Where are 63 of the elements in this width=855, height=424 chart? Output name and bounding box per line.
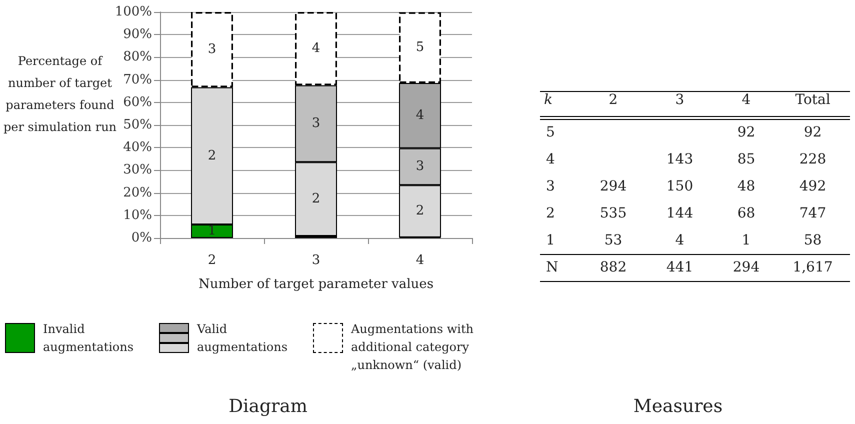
series-label: 4 <box>416 108 424 124</box>
y-tick-label: 3 <box>546 178 555 194</box>
y-tick-label: N <box>546 260 558 276</box>
y-tick-label: 70% <box>123 72 152 88</box>
data-label: 1,617 <box>792 260 833 276</box>
series-label: 5 <box>416 40 424 56</box>
x-tick-label: 4 <box>742 92 751 108</box>
x-tick-label: 4 <box>416 253 424 268</box>
series-label: 2 <box>208 148 216 164</box>
y-tick-label: 20% <box>123 185 152 200</box>
data-label: 882 <box>600 260 627 276</box>
y-tick-label: 2 <box>546 206 555 222</box>
data-label: 58 <box>804 232 822 248</box>
data-label: 294 <box>732 260 760 276</box>
data-label: 85 <box>737 152 756 168</box>
y-axis-title: k <box>544 92 552 108</box>
category-label: 2 <box>312 192 320 207</box>
data-label: 294 <box>600 178 627 194</box>
y-tick-label: 10% <box>123 208 152 223</box>
data-label: 53 <box>604 232 622 248</box>
data-label: 143 <box>666 152 694 168</box>
data-label: 150 <box>666 178 694 194</box>
data-label: 4 <box>675 232 684 248</box>
data-label: 492 <box>799 178 826 194</box>
text: Valid augmentations <box>197 321 289 356</box>
data-label: 535 <box>600 206 627 222</box>
y-tick-label: 80% <box>123 50 152 65</box>
data-label: 68 <box>737 206 756 222</box>
series-label: 3 <box>416 159 424 174</box>
y-tick-label: 0% <box>131 230 152 246</box>
text: 3 <box>312 116 320 132</box>
y-tick-label: 5 <box>546 124 555 140</box>
data-label: 441 <box>666 260 694 276</box>
x-axis-title: Number of target parameter values <box>198 277 434 292</box>
y-tick-label: 60% <box>123 94 152 110</box>
series-label: 1 <box>208 224 216 239</box>
y-tick-label: 1 <box>546 232 555 248</box>
x-tick-label: 2 <box>208 253 216 268</box>
series-label: 3 <box>208 42 216 58</box>
x-tick-label: 3 <box>675 92 684 108</box>
y-tick-label: 50% <box>123 118 152 132</box>
data-label: 228 <box>799 152 826 168</box>
data-label: 92 <box>804 124 822 140</box>
y-tick-label: 40% <box>123 140 152 156</box>
text: Diagram <box>228 396 308 417</box>
x-tick-label: 2 <box>608 92 618 108</box>
x-tick-label: 3 <box>312 253 320 268</box>
text: Invalid augmentations <box>43 321 135 356</box>
data-label: 92 <box>737 124 756 140</box>
category-label: 2 <box>416 204 424 219</box>
data-label: 144 <box>666 206 694 222</box>
y-tick-label: 30% <box>123 162 152 178</box>
y-tick-label: 90% <box>123 27 152 42</box>
text: Measures <box>632 396 724 417</box>
text: Augmentations with additional category „unknown“ (valid) <box>351 321 475 374</box>
x-tick-label: Total <box>795 92 831 108</box>
data-label: 1 <box>742 232 751 248</box>
data-label: 48 <box>737 178 756 194</box>
y-axis-title: Percentage of number of target parameters found per simulation run <box>2 53 118 136</box>
series-label: 4 <box>312 41 320 56</box>
y-tick-label: 4 <box>546 152 555 168</box>
y-tick-label: 100% <box>114 4 152 20</box>
data-label: 747 <box>799 206 826 222</box>
